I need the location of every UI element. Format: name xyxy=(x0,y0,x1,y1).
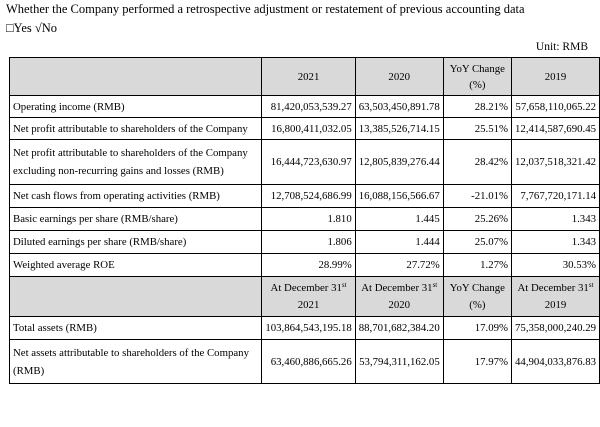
value-2021: 1.806 xyxy=(261,230,356,254)
value-yoy: 17.09% xyxy=(442,316,513,340)
value-2020: 1.444 xyxy=(354,230,444,254)
row-label-line1: Net assets attributable to shareholders … xyxy=(13,346,249,359)
financial-data-table: 2021 2020 YoY Change (%) 2019 Operating … xyxy=(8,57,600,384)
value-2020: 1.445 xyxy=(354,207,444,231)
value-2021: 28.99% xyxy=(261,253,356,277)
value-2021: 1.810 xyxy=(261,207,356,231)
table-row: Net profit attributable to shareholders … xyxy=(8,117,600,140)
table-row: Basic earnings per share (RMB/share) 1.8… xyxy=(8,207,600,231)
value-2020: 13,385,526,714.15 xyxy=(354,117,444,140)
row-label: Total assets (RMB) xyxy=(8,316,263,340)
value-2019: 12,037,518,321.42 xyxy=(511,139,600,185)
value-2020: 88,701,682,384.20 xyxy=(354,316,444,340)
table-row: Total assets (RMB) 103,864,543,195.18 88… xyxy=(8,316,600,340)
value-yoy: 1.27% xyxy=(442,253,513,277)
value-2019: 57,658,110,065.22 xyxy=(511,95,600,118)
restatement-question: Whether the Company performed a retrospe… xyxy=(6,2,525,16)
value-2019: 12,414,587,690.45 xyxy=(511,117,600,140)
row-label-line2: (RMB) xyxy=(13,364,45,377)
value-2021: 63,460,886,665.26 xyxy=(261,339,356,384)
value-2019: 1.343 xyxy=(511,207,600,231)
header-yoy-line2: (%) xyxy=(469,78,486,91)
header2-2019-line1-text: At December 31 xyxy=(517,281,589,294)
ordinal-suffix: st xyxy=(432,280,438,289)
value-2020: 63,503,450,891.78 xyxy=(354,95,444,118)
header-2020: 2020 xyxy=(354,57,444,96)
header2-2021-line1-text: At December 31 xyxy=(270,281,342,294)
table-row: Net cash flows from operating activities… xyxy=(8,184,600,208)
header2-2019-line2: 2019 xyxy=(544,298,567,311)
header2-2019: At December 31st 2019 xyxy=(511,276,600,317)
value-2019: 1.343 xyxy=(511,230,600,254)
ordinal-suffix: st xyxy=(341,280,347,289)
value-2019: 75,358,000,240.29 xyxy=(511,316,600,340)
value-2019: 30.53% xyxy=(511,253,600,277)
row-label: Net cash flows from operating activities… xyxy=(8,184,263,208)
value-yoy: 28.42% xyxy=(442,139,513,185)
value-2020: 27.72% xyxy=(354,253,444,277)
header-blank-cell xyxy=(8,57,263,96)
header-2019: 2019 xyxy=(511,57,600,96)
value-2021: 12,708,524,686.99 xyxy=(261,184,356,208)
header2-2021: At December 31st 2021 xyxy=(261,276,356,317)
value-2020: 16,088,156,566.67 xyxy=(354,184,444,208)
value-2019: 7,767,720,171.14 xyxy=(511,184,600,208)
value-2021: 16,800,411,032.05 xyxy=(261,117,356,140)
value-yoy: 17.97% xyxy=(442,339,513,384)
unit-label: Unit: RMB xyxy=(535,41,588,53)
table-row: Weighted average ROE 28.99% 27.72% 1.27%… xyxy=(8,253,600,277)
row-label-line1: Net profit attributable to shareholders … xyxy=(13,147,248,159)
value-yoy: 25.07% xyxy=(442,230,513,254)
row-label: Basic earnings per share (RMB/share) xyxy=(8,207,263,231)
table-row: Diluted earnings per share (RMB/share) 1… xyxy=(8,230,600,254)
ordinal-suffix: st xyxy=(588,280,594,289)
table-row: Operating income (RMB) 81,420,053,539.27… xyxy=(8,95,600,118)
row-label: Diluted earnings per share (RMB/share) xyxy=(8,230,263,254)
header-yoy-line1: YoY Change xyxy=(449,62,505,75)
header2-2021-line2: 2021 xyxy=(297,298,320,311)
header-yoy: YoY Change (%) xyxy=(442,57,513,96)
value-2021: 103,864,543,195.18 xyxy=(261,316,356,340)
value-yoy: 25.51% xyxy=(442,117,513,140)
value-2020: 53,794,311,162.05 xyxy=(354,339,444,384)
row-label: Net assets attributable to shareholders … xyxy=(8,339,263,384)
header2-2020-line1: At December 31st xyxy=(359,280,440,297)
header2-yoy-line1: YoY Change xyxy=(449,281,505,294)
header2-2019-line1: At December 31st xyxy=(515,280,596,297)
row-label: Net profit attributable to shareholders … xyxy=(8,117,263,140)
restatement-choices: □Yes √No xyxy=(6,21,58,35)
value-2021: 16,444,723,630.97 xyxy=(261,139,356,185)
value-2020: 12,805,839,276.44 xyxy=(354,139,444,185)
row-label: Weighted average ROE xyxy=(8,253,263,277)
table-row: Net assets attributable to shareholders … xyxy=(8,339,600,384)
header2-yoy-line2: (%) xyxy=(469,298,486,311)
header2-2021-line1: At December 31st xyxy=(265,280,351,297)
header2-2020-line2: 2020 xyxy=(388,298,411,311)
header2-blank-cell xyxy=(8,276,263,317)
row-label-line2: excluding non-recurring gains and losses… xyxy=(13,165,224,177)
header2-2020: At December 31st 2020 xyxy=(354,276,444,317)
table-row: Net profit attributable to shareholders … xyxy=(8,139,600,185)
header2-yoy: YoY Change (%) xyxy=(442,276,513,317)
value-yoy: 25.26% xyxy=(442,207,513,231)
table-header-row-2: At December 31st 2021 At December 31st 2… xyxy=(8,276,600,317)
header2-2020-line1-text: At December 31 xyxy=(361,281,433,294)
header-2021: 2021 xyxy=(261,57,356,96)
row-label: Net profit attributable to shareholders … xyxy=(8,139,263,185)
value-2019: 44,904,033,876.83 xyxy=(511,339,600,384)
value-yoy: 28.21% xyxy=(442,95,513,118)
value-2021: 81,420,053,539.27 xyxy=(261,95,356,118)
value-yoy: -21.01% xyxy=(442,184,513,208)
table-header-row: 2021 2020 YoY Change (%) 2019 xyxy=(8,57,600,96)
row-label: Operating income (RMB) xyxy=(8,95,263,118)
